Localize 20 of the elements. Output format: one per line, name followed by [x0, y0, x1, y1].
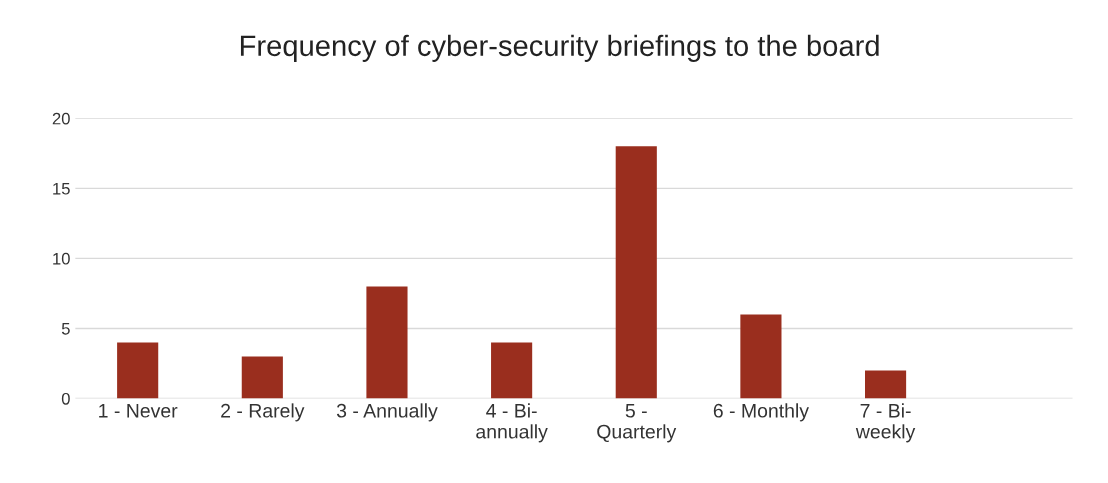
bar [117, 342, 159, 399]
x-tick-label: 6 - Monthly [713, 403, 809, 422]
y-tick-label: 10 [53, 252, 70, 265]
bar [740, 314, 782, 399]
bar [615, 146, 657, 399]
bar [366, 286, 408, 399]
y-tick-label: 0 [61, 392, 70, 405]
bar [865, 370, 907, 399]
bar [241, 356, 283, 399]
x-tick-label: 7 - Bi- weekly [855, 403, 916, 443]
x-tick-label: 2 - Rarely [221, 403, 305, 422]
x-tick-label: 4 - Bi- annually [476, 403, 548, 443]
y-tick-label: 15 [53, 182, 70, 195]
y-tick-label: 5 [61, 323, 70, 335]
x-tick-label: 3 - Annually [336, 403, 438, 422]
bar [491, 342, 533, 399]
x-tick-label: 1 - Never [99, 404, 178, 418]
chart-title: Frequency of cyber-security briefings to the board [240, 34, 879, 62]
y-tick-label: 20 [52, 112, 70, 125]
x-tick-label: 5 - Quarterly [597, 404, 677, 443]
